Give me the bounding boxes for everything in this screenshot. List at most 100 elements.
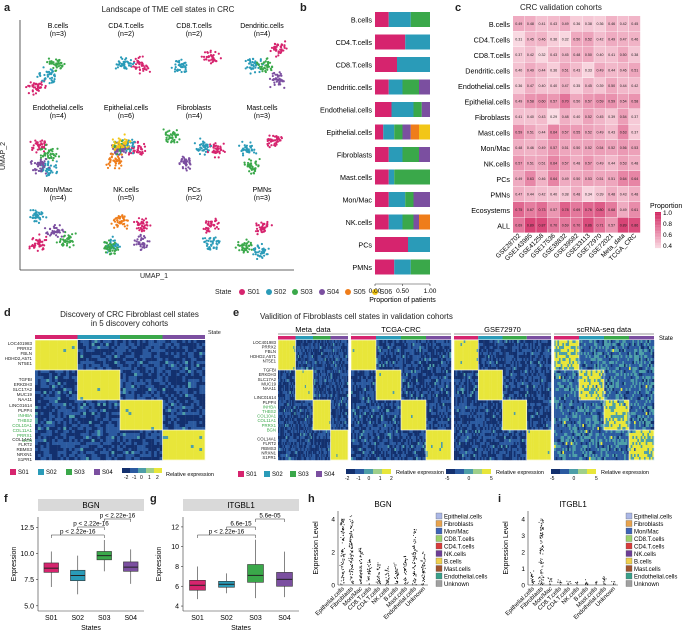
state-legend: State S01 S02 S03 S04 S05 S06 (215, 289, 392, 296)
heat-cell (159, 385, 163, 389)
colorbar-title: Proportion (650, 203, 682, 210)
heat-cell (304, 346, 307, 350)
umap-point (116, 221, 119, 224)
heat-cell (151, 451, 155, 455)
heat-cell (52, 364, 56, 368)
umap-point (64, 231, 67, 234)
heat-cell (285, 346, 287, 350)
heat-cell (151, 439, 155, 443)
heat-cell (40, 418, 44, 422)
heat-cell (171, 373, 175, 377)
heatmap-cell-value: 0.57 (562, 162, 569, 166)
heatmap-cell (513, 140, 525, 156)
heat-cell (286, 343, 288, 347)
heatmap-cell-value: 0.58 (631, 100, 638, 104)
heat-cell (86, 343, 90, 347)
heat-cell (196, 373, 200, 377)
heat-cell (88, 430, 92, 434)
heat-cell (165, 403, 169, 407)
gene-label: S1PR1 (18, 457, 33, 462)
heat-cell (125, 370, 129, 374)
heat-cell (88, 349, 92, 353)
heat-cell (37, 361, 41, 365)
heat-cell (80, 388, 84, 392)
umap-point (113, 226, 116, 229)
heat-cell (108, 358, 112, 362)
heatmap-cell-value: 0.43 (550, 53, 557, 57)
heat-cell (94, 388, 98, 392)
heat-cell (148, 451, 152, 455)
heat-cell (128, 382, 132, 386)
heat-cell (40, 457, 44, 461)
heat-cell (320, 352, 322, 356)
heat-cell (139, 373, 143, 377)
heat-cell (151, 346, 155, 350)
heat-cell (154, 421, 158, 425)
heat-cell (57, 409, 61, 413)
umap-point (42, 164, 46, 168)
heat-cell (49, 376, 53, 380)
heat-cell (148, 442, 152, 446)
panel-label-a: a (4, 2, 11, 14)
heat-cell (80, 340, 84, 344)
heat-cell (108, 412, 112, 416)
umap-point (138, 66, 141, 69)
heat-cell (128, 418, 132, 422)
umap-point (114, 147, 117, 150)
heat-cell (128, 397, 132, 401)
heat-cell (182, 355, 186, 359)
heat-cell (302, 346, 304, 350)
heat-cell (168, 355, 172, 359)
heat-cell (139, 367, 143, 371)
heat-cell (40, 352, 44, 356)
heat-cell (154, 343, 158, 347)
heat-cell (71, 430, 75, 434)
heat-cell (74, 454, 78, 458)
heat-cell (100, 364, 104, 368)
umap-point (125, 227, 128, 230)
umap-point (143, 67, 146, 71)
umap-point (254, 66, 257, 69)
heat-cell (134, 388, 138, 392)
heat-cell (69, 358, 73, 362)
heat-cell (179, 394, 183, 398)
bar-segment-s05 (410, 124, 419, 140)
heat-cell (114, 397, 118, 401)
heat-cell (86, 340, 90, 344)
heat-cell (145, 415, 149, 419)
umap-point (68, 246, 71, 249)
umap-point (245, 249, 248, 252)
heat-cell (182, 379, 186, 383)
heat-cell (122, 409, 126, 413)
heat-cell (77, 403, 81, 407)
umap-point (55, 62, 58, 65)
heatmap-cell-value: 0.47 (620, 38, 627, 42)
heat-cell (320, 343, 322, 347)
heat-cell (173, 415, 177, 419)
heat-cell (196, 436, 200, 440)
heat-cell (117, 403, 121, 407)
heatmap-cell-value: 0.45 (597, 115, 604, 119)
umap-point (241, 248, 244, 251)
heatmap-cell (605, 93, 617, 109)
umap-point (262, 251, 266, 254)
heat-cell (35, 433, 39, 437)
heat-cell (179, 358, 183, 362)
heat-cell (120, 406, 124, 410)
heat-cell (131, 367, 135, 371)
heat-cell (83, 424, 87, 428)
heat-cell (71, 427, 75, 431)
heat-cell (316, 352, 318, 356)
heat-cell (74, 349, 78, 353)
heatmap-cell (524, 47, 536, 63)
heat-cell (66, 430, 70, 434)
heat-cell (60, 418, 64, 422)
heat-cell (49, 406, 53, 410)
heat-cell (94, 421, 98, 425)
heat-cell (193, 346, 197, 350)
umap-point (27, 84, 30, 87)
heat-cell (49, 385, 53, 389)
heat-cell (303, 343, 306, 347)
heat-cell (148, 346, 152, 350)
heat-cell (83, 370, 87, 374)
